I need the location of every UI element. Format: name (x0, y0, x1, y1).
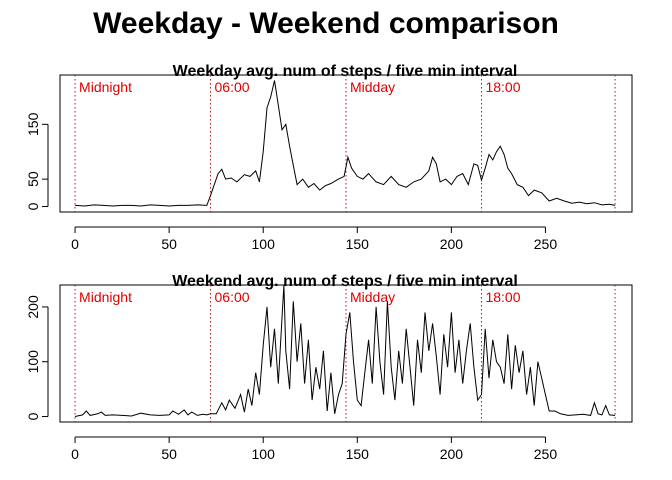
weekend-series (74, 284, 616, 417)
weekday-series-line-0 (75, 80, 616, 207)
main-title: Weekday - Weekend comparison (93, 7, 559, 40)
weekday-x-tick-label-1: 50 (161, 236, 177, 252)
weekday-marker-label-0: Midnight (79, 79, 132, 95)
weekend-y-tick-label-2: 200 (25, 295, 41, 319)
weekday-y-tick-label-0: 0 (25, 202, 41, 210)
weekend-y-axis: 0 100 200 (25, 295, 49, 420)
weekend-x-tick-label-5: 250 (534, 446, 558, 462)
weekend-markers: Midnight 06:00 Midday 18:00 (74, 285, 616, 422)
weekday-x-axis: 0 50 100 150 200 250 (71, 226, 558, 252)
weekend-x-tick-label-1: 50 (161, 446, 177, 462)
weekend-marker-label-0: Midnight (79, 289, 132, 305)
weekend-y-tick-label-0: 0 (25, 412, 41, 420)
weekday-x-tick-label-3: 150 (346, 236, 370, 252)
weekday-marker-label-2: Midday (350, 79, 395, 95)
weekday-markers: Midnight 06:00 Midday 18:00 (74, 75, 616, 212)
weekday-marker-label-1: 06:00 (215, 79, 250, 95)
weekday-x-tick-label-5: 250 (534, 236, 558, 252)
weekday-x-tick-label-2: 100 (252, 236, 276, 252)
weekend-marker-label-2: Midday (350, 289, 395, 305)
weekend-x-tick-label-0: 0 (71, 446, 79, 462)
weekend-panel-title: Weekend avg. num of steps / five min int… (172, 273, 518, 290)
weekday-series (75, 80, 616, 207)
weekend-marker-label-3: 18:00 (485, 289, 520, 305)
weekend-x-axis: 0 50 100 150 200 250 (71, 436, 558, 462)
weekend-panel: Weekend avg. num of steps / five min int… (25, 273, 633, 462)
weekday-x-tick-label-0: 0 (71, 236, 79, 252)
weekday-y-axis: 0 50 150 (25, 112, 49, 210)
weekend-x-tick-label-2: 100 (252, 446, 276, 462)
weekday-y-tick-label-2: 150 (25, 112, 41, 136)
weekend-marker-label-1: 06:00 (215, 289, 250, 305)
weekday-panel: Weekday avg. num of steps / five min int… (25, 63, 633, 252)
weekend-y-tick-label-1: 100 (25, 350, 41, 374)
weekend-series-line-0 (74, 284, 616, 417)
weekend-x-tick-label-3: 150 (346, 446, 370, 462)
weekday-panel-title: Weekday avg. num of steps / five min int… (173, 63, 518, 80)
weekday-x-tick-label-4: 200 (440, 236, 464, 252)
weekday-y-tick-label-1: 50 (25, 171, 41, 187)
weekday-marker-label-3: 18:00 (485, 79, 520, 95)
weekend-x-tick-label-4: 200 (440, 446, 464, 462)
